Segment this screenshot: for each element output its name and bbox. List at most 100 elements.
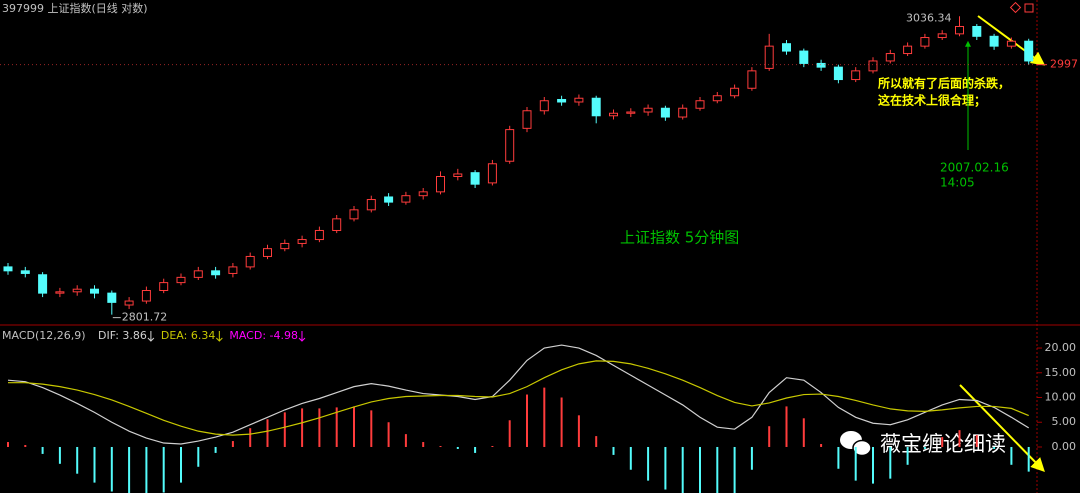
candle-body <box>1006 40 1016 47</box>
candle-body <box>712 95 722 102</box>
candle-body <box>868 60 878 72</box>
y-tick-label: 10.00 <box>1045 391 1077 404</box>
candle-body <box>384 196 394 203</box>
macd-bar <box>474 446 477 453</box>
macd-bar <box>560 397 563 447</box>
macd-bar <box>664 446 667 490</box>
candle-body <box>263 248 272 257</box>
macd-bar <box>283 412 286 447</box>
macd-bar <box>353 406 355 447</box>
candle-body <box>193 270 203 278</box>
candle-body <box>851 70 861 81</box>
candle-body <box>297 239 307 244</box>
candle-body <box>903 45 913 55</box>
macd-bar <box>802 418 805 447</box>
macd-bar <box>941 437 944 447</box>
candle-body <box>747 70 757 89</box>
macd-bar <box>24 445 27 447</box>
candle-body <box>574 97 584 103</box>
legend-entry: DIF: 3.86 <box>98 329 147 342</box>
y-tick-label: 0.00 <box>1052 440 1077 453</box>
candle-body <box>972 25 982 37</box>
candle-body <box>730 87 740 97</box>
macd-bar <box>785 406 788 447</box>
macd-bar <box>41 446 44 454</box>
candle-body <box>245 255 255 268</box>
icon[interactable] <box>1024 3 1034 13</box>
macd-bar <box>145 446 148 493</box>
macd-bar <box>820 444 823 447</box>
candle-body <box>522 110 532 129</box>
macd-bar <box>7 442 9 447</box>
candle-body <box>159 282 169 292</box>
candle-body <box>332 218 342 231</box>
candle-body <box>124 300 134 306</box>
macd-bar <box>750 446 753 470</box>
legend-entry: DEA: 6.34 <box>161 329 215 342</box>
macd-bar <box>439 445 442 447</box>
macd-bar <box>491 445 494 447</box>
candle-body <box>833 66 843 81</box>
macd-bar <box>249 428 252 447</box>
indicator-line <box>7 344 1030 445</box>
macd-bar <box>404 434 407 447</box>
macd-bar <box>335 407 338 447</box>
macd-bar <box>231 441 234 447</box>
macd-bar <box>197 446 200 467</box>
candle-body <box>955 25 964 35</box>
note: 这在技术上很合理； <box>878 93 986 108</box>
macd-bar <box>214 446 217 453</box>
candle-body <box>1024 40 1034 62</box>
macd-bar <box>629 446 632 470</box>
candle-body <box>366 199 376 211</box>
macd-bar <box>110 446 113 492</box>
candle-body <box>920 37 930 47</box>
candle-body <box>557 98 567 103</box>
high-label: 3036.34 <box>906 11 952 24</box>
candle-body <box>539 100 549 112</box>
candle-body <box>782 43 791 52</box>
candle-body <box>401 195 411 203</box>
candle-body <box>764 45 774 69</box>
candle-body <box>470 172 480 185</box>
chart-label: 上证指数 5分钟图 <box>620 229 739 247</box>
candle-body <box>314 229 324 241</box>
macd-plot <box>7 344 1030 493</box>
icon[interactable] <box>1009 1 1022 14</box>
macd-bar <box>699 446 701 493</box>
macd-bar <box>923 446 926 449</box>
candle-body <box>885 53 895 62</box>
candle-body <box>678 107 688 118</box>
candle-body <box>280 242 290 250</box>
candle-body <box>799 50 809 64</box>
candle-body <box>591 97 601 117</box>
candle-body <box>436 176 445 193</box>
legend-arrow <box>298 331 306 342</box>
candle-body <box>626 111 636 114</box>
macd-bar <box>837 446 840 469</box>
candle-body <box>20 270 30 274</box>
macd-bar <box>93 446 96 483</box>
macd-bar <box>716 446 719 493</box>
candle-body <box>816 62 826 68</box>
macd-bar <box>76 446 79 474</box>
macd-bar <box>975 435 978 447</box>
low-label: 2801.72 <box>122 311 168 324</box>
macd-bar <box>681 446 684 493</box>
macd-bar <box>180 446 182 483</box>
macd-bar <box>301 408 304 447</box>
time-label: 14:05 <box>940 176 975 190</box>
candle-body <box>418 191 428 197</box>
y-tick-label: 5.00 <box>1052 415 1077 428</box>
macd-bar <box>370 410 373 447</box>
candle-body <box>3 266 13 272</box>
watermark: 薇宝缠论细读 <box>840 431 1006 457</box>
candle-body <box>643 107 653 113</box>
candle-body <box>695 100 705 109</box>
arrow <box>977 15 1046 66</box>
macd-bar <box>647 446 650 481</box>
macd-bar <box>456 446 459 449</box>
macd-bar <box>612 446 615 455</box>
candle-body <box>228 266 238 274</box>
